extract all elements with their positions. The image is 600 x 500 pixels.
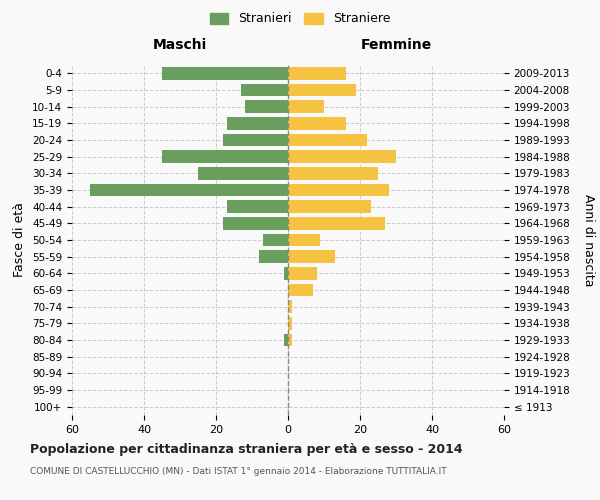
Text: Femmine: Femmine [361, 38, 431, 52]
Text: Popolazione per cittadinanza straniera per età e sesso - 2014: Popolazione per cittadinanza straniera p… [30, 442, 463, 456]
Bar [288, 150, 396, 163]
Bar [245, 100, 288, 113]
Bar [288, 284, 313, 296]
Bar [162, 67, 288, 80]
Bar [259, 250, 288, 263]
Bar [288, 200, 371, 213]
Bar [223, 217, 288, 230]
Bar [288, 184, 389, 196]
Bar [288, 100, 324, 113]
Bar [227, 200, 288, 213]
Bar [288, 234, 320, 246]
Bar [90, 184, 288, 196]
Y-axis label: Fasce di età: Fasce di età [13, 202, 26, 278]
Bar [227, 117, 288, 130]
Bar [288, 117, 346, 130]
Bar [288, 134, 367, 146]
Bar [284, 267, 288, 280]
Y-axis label: Anni di nascita: Anni di nascita [581, 194, 595, 286]
Bar [162, 150, 288, 163]
Bar [288, 84, 356, 96]
Bar [288, 267, 317, 280]
Text: COMUNE DI CASTELLUCCHIO (MN) - Dati ISTAT 1° gennaio 2014 - Elaborazione TUTTITA: COMUNE DI CASTELLUCCHIO (MN) - Dati ISTA… [30, 468, 446, 476]
Bar [263, 234, 288, 246]
Bar [241, 84, 288, 96]
Bar [288, 167, 378, 179]
Bar [288, 217, 385, 230]
Bar [284, 334, 288, 346]
Legend: Stranieri, Straniere: Stranieri, Straniere [206, 8, 394, 29]
Bar [288, 67, 346, 80]
Bar [223, 134, 288, 146]
Bar [198, 167, 288, 179]
Text: Maschi: Maschi [153, 38, 207, 52]
Bar [288, 250, 335, 263]
Bar [288, 317, 292, 330]
Bar [288, 300, 292, 313]
Bar [288, 334, 292, 346]
